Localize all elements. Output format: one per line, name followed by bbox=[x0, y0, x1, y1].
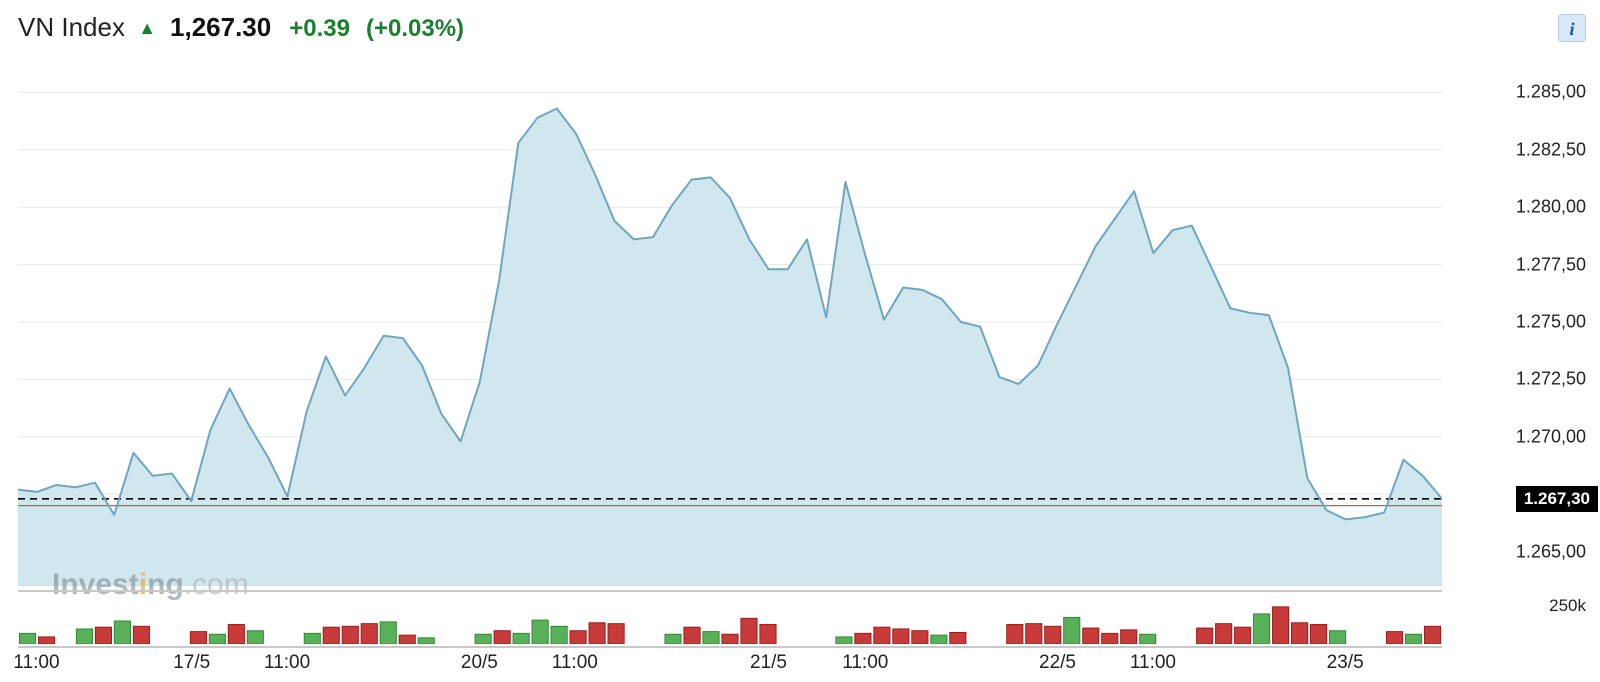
index-name: VN Index ▲ bbox=[18, 12, 156, 43]
volume-chart-svg bbox=[18, 598, 1442, 644]
y-tick-label: 1.270,00 bbox=[1516, 426, 1586, 447]
arrow-up-icon: ▲ bbox=[138, 18, 156, 39]
price-chart-svg bbox=[18, 58, 1442, 586]
chart-container: VN Index ▲ 1,267.30 +0.39 (+0.03%) i Inv… bbox=[0, 0, 1600, 682]
x-tick-label: 20/5 bbox=[461, 652, 498, 674]
y-tick-label: 1.280,00 bbox=[1516, 197, 1586, 218]
y-tick-label: 1.277,50 bbox=[1516, 254, 1586, 275]
info-button[interactable]: i bbox=[1558, 14, 1586, 42]
x-tick-label: 23/5 bbox=[1327, 652, 1364, 674]
divider-bottom bbox=[18, 646, 1442, 648]
y-tick-label: 1.265,00 bbox=[1516, 541, 1586, 562]
x-tick-label: 11:00 bbox=[1130, 652, 1176, 674]
divider bbox=[18, 590, 1442, 592]
chart-header: VN Index ▲ 1,267.30 +0.39 (+0.03%) bbox=[18, 12, 464, 43]
y-tick-label: 1.285,00 bbox=[1516, 82, 1586, 103]
current-price-tag: 1.267,30 bbox=[1516, 486, 1598, 512]
x-tick-label: 11:00 bbox=[13, 652, 59, 674]
index-value: 1,267.30 bbox=[170, 12, 271, 43]
x-tick-label: 17/5 bbox=[173, 652, 210, 674]
volume-chart[interactable] bbox=[18, 598, 1442, 644]
index-change-pct: (+0.03%) bbox=[366, 15, 464, 43]
x-tick-label: 11:00 bbox=[842, 652, 888, 674]
x-axis: 11:0017/511:0020/511:0021/511:0022/511:0… bbox=[18, 652, 1442, 680]
y-axis: 1.285,00 1.282,50 1.280,00 1.277,50 1.275,00… bbox=[1450, 58, 1600, 586]
x-tick-label: 11:00 bbox=[264, 652, 310, 674]
y-tick-label: 1.275,00 bbox=[1516, 312, 1586, 333]
price-chart[interactable]: Investing.com bbox=[18, 58, 1442, 586]
index-change: +0.39 bbox=[289, 15, 350, 43]
volume-y-label: 250k bbox=[1549, 596, 1586, 616]
x-tick-label: 22/5 bbox=[1039, 652, 1076, 674]
y-tick-label: 1.282,50 bbox=[1516, 139, 1586, 160]
x-tick-label: 11:00 bbox=[552, 652, 598, 674]
x-tick-label: 21/5 bbox=[750, 652, 787, 674]
index-name-text: VN Index bbox=[18, 12, 125, 42]
y-tick-label: 1.272,50 bbox=[1516, 369, 1586, 390]
